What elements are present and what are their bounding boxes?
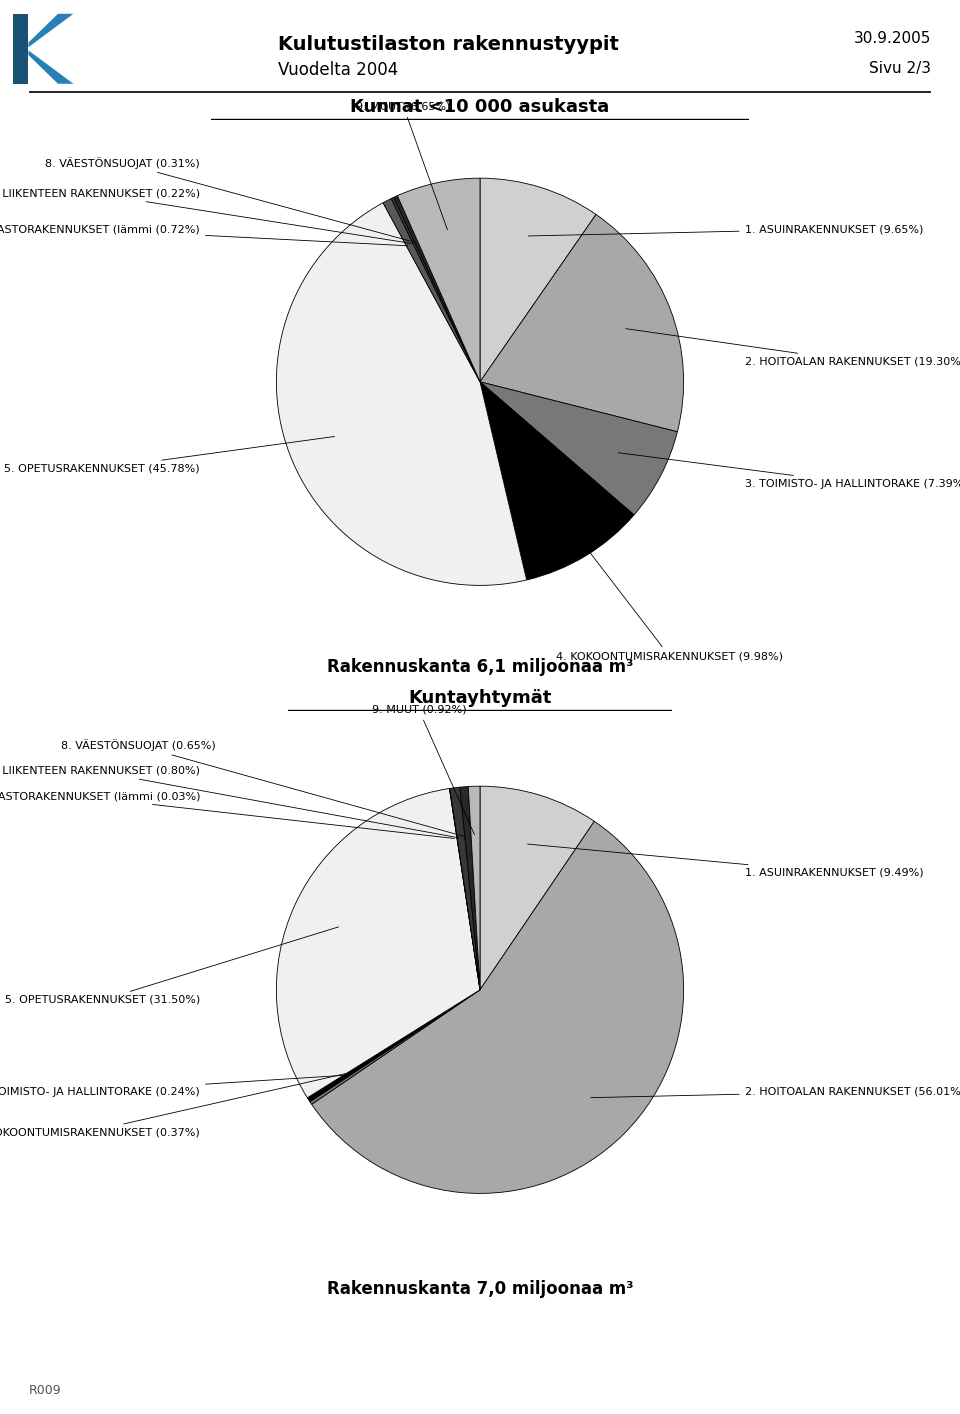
Wedge shape [310,990,480,1104]
Text: Rakennuskanta 7,0 miljoonaa m³: Rakennuskanta 7,0 miljoonaa m³ [326,1280,634,1298]
Text: 4. KOKOONTUMISRAKENNUKSET (0.37%): 4. KOKOONTUMISRAKENNUKSET (0.37%) [0,1073,348,1137]
Text: Kuntayhtymät: Kuntayhtymät [408,689,552,707]
Wedge shape [449,789,480,990]
Text: 4. KOKOONTUMISRAKENNUKSET (9.98%): 4. KOKOONTUMISRAKENNUKSET (9.98%) [557,515,783,662]
Wedge shape [480,786,594,990]
Text: 3. TOIMISTO- JA HALLINTORAKE (7.39%): 3. TOIMISTO- JA HALLINTORAKE (7.39%) [618,452,960,489]
Polygon shape [13,14,29,83]
Wedge shape [468,786,480,990]
Text: 1. ASUINRAKENNUKSET (9.65%): 1. ASUINRAKENNUKSET (9.65%) [528,223,924,236]
Text: 6. VARASTORAKENNUKSET (lämmi (0.03%): 6. VARASTORAKENNUKSET (lämmi (0.03%) [0,792,454,839]
Text: 7. LIIKENTEEN RAKENNUKSET (0.22%): 7. LIIKENTEEN RAKENNUKSET (0.22%) [0,188,412,243]
Wedge shape [397,178,480,382]
Text: 3. TOIMISTO- JA HALLINTORAKE (0.24%): 3. TOIMISTO- JA HALLINTORAKE (0.24%) [0,1075,350,1097]
Text: Kunnat <10 000 asukasta: Kunnat <10 000 asukasta [350,98,610,116]
Polygon shape [29,51,73,83]
Text: Kulutustilaston rakennustyypit: Kulutustilaston rakennustyypit [278,35,619,54]
Text: 9. MUUT (0.92%): 9. MUUT (0.92%) [372,704,474,834]
Text: 5. OPETUSRAKENNUKSET (31.50%): 5. OPETUSRAKENNUKSET (31.50%) [5,928,339,1005]
Text: Vuodelta 2004: Vuodelta 2004 [278,61,398,79]
Text: 9. MUUT (6.65%): 9. MUUT (6.65%) [356,102,451,229]
Wedge shape [307,990,480,1102]
Wedge shape [480,382,678,515]
Wedge shape [394,195,480,382]
Wedge shape [480,215,684,431]
Wedge shape [276,789,480,1097]
Wedge shape [450,788,480,990]
Text: 7. LIIKENTEEN RAKENNUKSET (0.80%): 7. LIIKENTEEN RAKENNUKSET (0.80%) [0,766,459,837]
Text: 2. HOITOALAN RAKENNUKSET (56.01%): 2. HOITOALAN RAKENNUKSET (56.01%) [590,1086,960,1097]
Wedge shape [312,822,684,1193]
Polygon shape [29,14,73,47]
Text: R009: R009 [29,1384,61,1397]
Wedge shape [383,198,480,382]
Wedge shape [460,786,480,990]
Text: 6. VARASTORAKENNUKSET (lämmi (0.72%): 6. VARASTORAKENNUKSET (lämmi (0.72%) [0,223,408,246]
Text: 5. OPETUSRAKENNUKSET (45.78%): 5. OPETUSRAKENNUKSET (45.78%) [5,437,334,474]
Text: Rakennuskanta 6,1 miljoonaa m³: Rakennuskanta 6,1 miljoonaa m³ [326,658,634,676]
Text: 8. VÄESTÖNSUOJAT (0.65%): 8. VÄESTÖNSUOJAT (0.65%) [60,740,466,837]
Wedge shape [480,382,635,580]
Text: 1. ASUINRAKENNUKSET (9.49%): 1. ASUINRAKENNUKSET (9.49%) [528,844,924,878]
Text: 30.9.2005: 30.9.2005 [853,31,931,47]
Wedge shape [276,202,527,585]
Wedge shape [392,198,480,382]
Text: 8. VÄESTÖNSUOJAT (0.31%): 8. VÄESTÖNSUOJAT (0.31%) [45,157,414,242]
Text: Sivu 2/3: Sivu 2/3 [869,61,931,76]
Wedge shape [480,178,596,382]
Text: 2. HOITOALAN RAKENNUKSET (19.30%): 2. HOITOALAN RAKENNUKSET (19.30%) [626,328,960,366]
